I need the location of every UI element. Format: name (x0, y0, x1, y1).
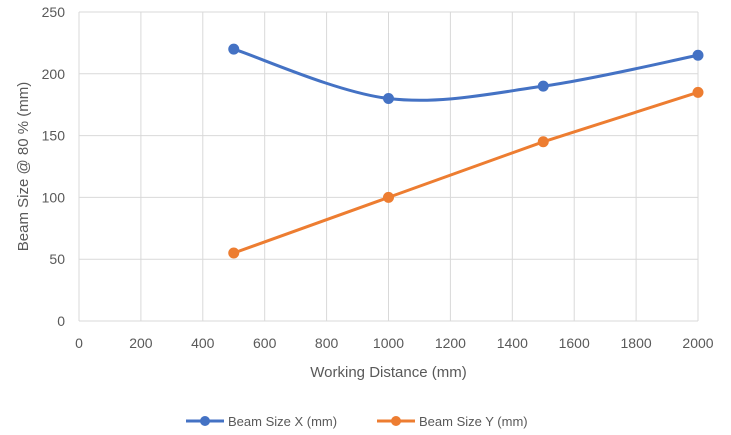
legend: Beam Size X (mm) Beam Size Y (mm) (186, 414, 528, 429)
x-tick-label: 400 (191, 335, 215, 351)
x-tick-label: 800 (315, 335, 339, 351)
legend-marker (200, 416, 210, 426)
x-tick-label: 600 (253, 335, 277, 351)
legend-label: Beam Size Y (mm) (419, 414, 528, 429)
x-tick-label: 1200 (435, 335, 466, 351)
data-point (692, 49, 704, 61)
x-axis-title: Working Distance (mm) (310, 364, 466, 381)
data-point (537, 80, 549, 92)
data-point (383, 93, 394, 105)
x-tick-labels: 0 200 400 600 800 1000 1200 1400 1600 1800 2000 (75, 335, 714, 351)
x-tick-label: 1800 (621, 335, 652, 351)
y-tick-label: 250 (42, 4, 66, 20)
series-group (228, 43, 704, 259)
data-point (228, 247, 240, 259)
y-tick-label: 150 (42, 128, 66, 144)
y-tick-labels: 0 50 100 150 200 250 (42, 4, 66, 329)
y-tick-label: 0 (57, 313, 65, 329)
data-point (383, 191, 394, 203)
x-tick-label: 200 (129, 335, 153, 351)
y-tick-label: 50 (49, 251, 65, 267)
gridlines (78, 11, 699, 322)
x-tick-label: 1000 (373, 335, 404, 351)
series-line-1 (232, 47, 700, 102)
data-point (228, 43, 240, 55)
legend-label: Beam Size X (mm) (228, 414, 337, 429)
x-tick-label: 2000 (682, 335, 713, 351)
y-axis-title: Beam Size @ 80 % (mm) (15, 82, 32, 251)
y-tick-label: 100 (42, 189, 66, 205)
x-tick-label: 1600 (559, 335, 590, 351)
x-tick-label: 0 (75, 335, 83, 351)
data-point (692, 86, 704, 98)
x-tick-label: 1400 (497, 335, 528, 351)
series-line-2 (232, 90, 700, 255)
legend-marker (391, 416, 401, 426)
data-point (537, 136, 549, 148)
y-tick-label: 200 (42, 66, 66, 82)
